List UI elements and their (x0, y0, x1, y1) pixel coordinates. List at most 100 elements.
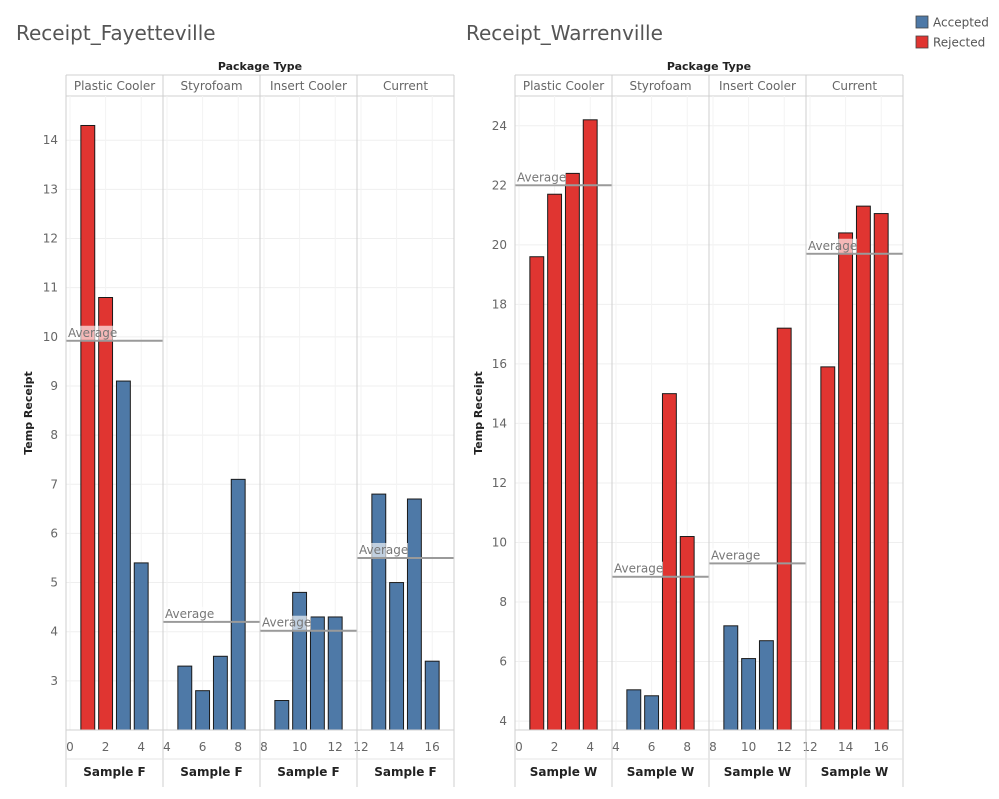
y-tick-label: 4 (499, 714, 507, 728)
average-label: Average (262, 616, 311, 630)
bar (80, 124, 96, 731)
y-axis-title: Temp Receipt (22, 371, 35, 454)
pane-plastic-cooler: Plastic Cooler Average 0 2 4 Sample W (515, 79, 612, 779)
bar (371, 493, 387, 731)
bar (820, 366, 836, 731)
bar (292, 591, 308, 731)
x-axis-title: Sample F (374, 765, 436, 779)
chart-1: Receipt_Fayetteville Package Type 3 4 5 6 7 8 9 1… (16, 21, 455, 787)
x-tick-label: 10 (741, 740, 756, 754)
y-tick-label: 18 (492, 297, 507, 311)
x-axis-title: Sample F (277, 765, 339, 779)
legend-label-accepted: Accepted (933, 16, 989, 30)
average-label-bg (516, 170, 566, 185)
y-tick-label: 13 (43, 182, 58, 196)
average-label-bg (613, 561, 663, 576)
average-label: Average (517, 170, 566, 184)
x-axis-title: Sample W (530, 765, 598, 779)
x-tick-label: 8 (234, 740, 242, 754)
bar (406, 498, 422, 731)
bar (115, 380, 131, 731)
bar (212, 655, 228, 731)
y-axis-title: Temp Receipt (472, 371, 485, 454)
bar (177, 665, 193, 731)
x-tick-label: 8 (683, 740, 691, 754)
average-label: Average (614, 562, 663, 576)
average-label: Average (711, 548, 760, 562)
y-tick-label: 3 (50, 674, 58, 688)
y-tick-label: 24 (492, 119, 507, 133)
y-tick-label: 10 (43, 330, 58, 344)
bar (547, 193, 563, 731)
x-axis-title: Sample W (724, 765, 792, 779)
y-tick-label: 22 (492, 178, 507, 192)
pane-styrofoam: Styrofoam Average 4 6 8 Sample W (612, 79, 709, 779)
average-label-bg (164, 606, 214, 621)
pane-header: Insert Cooler (719, 79, 796, 93)
x-tick-label: 12 (328, 740, 343, 754)
y-tick-label: 16 (492, 357, 507, 371)
pane-header: Styrofoam (629, 79, 691, 93)
x-tick-label: 4 (137, 740, 145, 754)
pane-plastic-cooler: Plastic Cooler Average 0 2 4 Sample F (66, 79, 163, 779)
y-tick-label: 12 (492, 476, 507, 490)
y-tick-label: 14 (492, 416, 507, 430)
bar (98, 297, 114, 731)
x-tick-label: 0 (66, 740, 74, 754)
average-label-bg (710, 548, 760, 563)
y-tick-label: 14 (43, 133, 58, 147)
x-tick-label: 4 (612, 740, 620, 754)
x-axis-title: Sample W (627, 765, 695, 779)
pane-styrofoam: Styrofoam Average 4 6 8 Sample F (163, 79, 260, 779)
pane-header: Current (832, 79, 877, 93)
y-tick-label: 10 (492, 535, 507, 549)
bar (389, 582, 405, 731)
y-tick-label: 8 (499, 595, 507, 609)
x-tick-label: 6 (648, 740, 656, 754)
y-tick-label: 12 (43, 232, 58, 246)
bar (741, 658, 757, 731)
y-tick-label: 20 (492, 238, 507, 252)
bar (758, 640, 774, 731)
bar (309, 616, 325, 731)
bar (644, 695, 660, 731)
x-tick-label: 12 (802, 740, 817, 754)
bar (230, 478, 246, 731)
average-label: Average (68, 326, 117, 340)
y-tick-label: 9 (50, 379, 58, 393)
average-label-bg (261, 615, 311, 630)
x-tick-label: 10 (292, 740, 307, 754)
bar (873, 213, 889, 731)
column-header: Package Type (667, 60, 751, 73)
x-tick-label: 16 (874, 740, 889, 754)
x-tick-label: 8 (260, 740, 268, 754)
bar (327, 616, 343, 731)
pane-header: Styrofoam (180, 79, 242, 93)
pane-current: Current Average 12 14 16 Sample W (802, 79, 903, 779)
average-label: Average (165, 607, 214, 621)
average-label: Average (808, 239, 857, 253)
pane-header: Plastic Cooler (523, 79, 604, 93)
x-tick-label: 6 (199, 740, 207, 754)
y-tick-label: 8 (50, 428, 58, 442)
x-tick-label: 2 (102, 740, 110, 754)
bar (838, 232, 854, 731)
bar (133, 562, 149, 731)
x-axis-title: Sample F (83, 765, 145, 779)
average-label-bg (807, 238, 857, 253)
x-axis-title: Sample F (180, 765, 242, 779)
pane-current: Current Average 12 14 16 Sample F (353, 79, 454, 779)
y-tick-label: 5 (50, 576, 58, 590)
column-header: Package Type (218, 60, 302, 73)
legend-swatch-accepted (915, 15, 929, 29)
legend-swatch-rejected (915, 35, 929, 49)
average-label-bg (358, 542, 408, 557)
bar (195, 690, 211, 731)
x-tick-label: 4 (586, 740, 594, 754)
x-tick-label: 14 (838, 740, 853, 754)
x-tick-label: 0 (515, 740, 523, 754)
bar (274, 700, 290, 731)
average-label-bg (67, 325, 117, 340)
bar (679, 536, 695, 731)
